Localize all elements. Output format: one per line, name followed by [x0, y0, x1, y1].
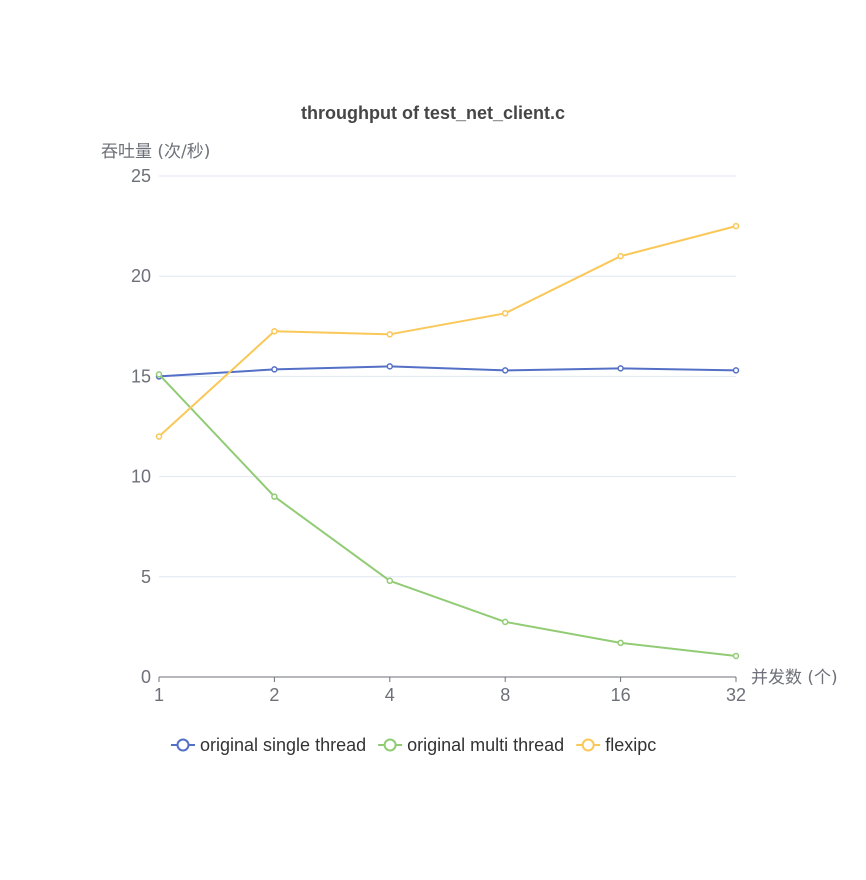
data-point[interactable]	[501, 618, 509, 626]
data-point[interactable]	[271, 493, 278, 500]
x-tick-label: 4	[385, 685, 395, 705]
x-axis: 1 2 4 8 16 32	[154, 676, 746, 705]
series-line	[158, 365, 737, 378]
data-point[interactable]	[732, 222, 740, 230]
data-point[interactable]	[271, 366, 278, 373]
y-tick-label: 10	[131, 467, 151, 487]
series-2	[155, 222, 740, 440]
x-tick-label: 2	[269, 685, 279, 705]
legend-item[interactable]: original multi thread	[378, 735, 564, 755]
series-lines	[155, 222, 740, 660]
legend-item[interactable]: original single thread	[171, 735, 366, 755]
legend[interactable]: original single thread original multi thr…	[171, 735, 656, 755]
data-point[interactable]	[386, 331, 394, 338]
legend-marker-icon	[176, 738, 190, 752]
data-point[interactable]	[155, 371, 163, 378]
series-1	[155, 371, 740, 660]
y-tick-label: 0	[141, 667, 151, 687]
data-point[interactable]	[732, 652, 740, 660]
data-point[interactable]	[386, 577, 394, 585]
legend-item[interactable]: flexipc	[576, 735, 656, 755]
data-point[interactable]	[617, 252, 624, 260]
grid-lines: 0 5 10 15 20 25	[131, 166, 736, 687]
series-line	[158, 225, 737, 438]
data-point[interactable]	[617, 639, 624, 647]
data-point[interactable]	[617, 365, 624, 372]
data-point[interactable]	[271, 328, 278, 335]
y-tick-label: 5	[141, 567, 151, 587]
x-tick-label: 1	[154, 685, 164, 705]
y-axis-label: 吞吐量 (次/秒)	[101, 142, 210, 162]
legend-marker-icon	[581, 738, 595, 752]
series-line	[158, 373, 737, 657]
data-point[interactable]	[386, 363, 394, 370]
x-tick-label: 8	[500, 685, 510, 705]
x-tick-label: 16	[611, 685, 631, 705]
legend-label: flexipc	[605, 735, 656, 755]
data-point[interactable]	[501, 367, 509, 374]
y-tick-label: 15	[131, 366, 151, 386]
y-tick-label: 25	[131, 166, 151, 186]
legend-label: original single thread	[200, 735, 366, 755]
x-axis-label: 并发数 (个)	[751, 668, 838, 688]
x-tick-label: 32	[726, 685, 746, 705]
chart-title: throughput of test_net_client.c	[301, 103, 565, 123]
legend-marker-icon	[383, 738, 397, 752]
legend-label: original multi thread	[407, 735, 564, 755]
data-point[interactable]	[501, 310, 509, 317]
y-tick-label: 20	[131, 266, 151, 286]
data-point[interactable]	[155, 433, 163, 440]
data-point[interactable]	[732, 367, 740, 374]
